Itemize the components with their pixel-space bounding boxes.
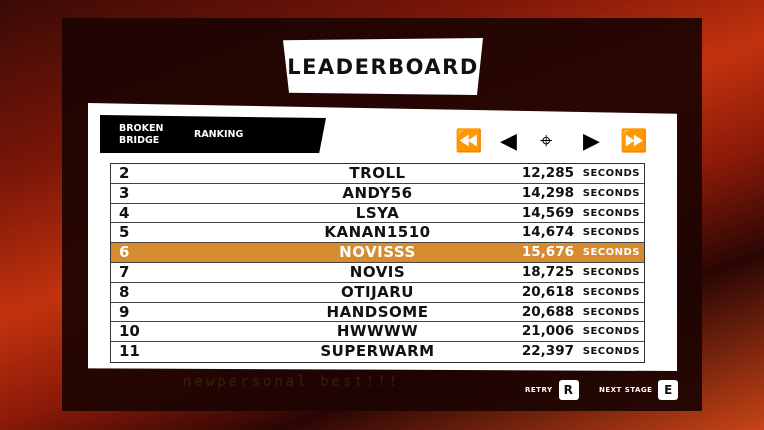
rank: 2: [119, 164, 130, 182]
time-unit: SECONDS: [582, 286, 640, 298]
time: 14,298: [521, 184, 574, 201]
table-row: HANDSOME 9 20,688 SECONDS: [111, 302, 644, 323]
player-name: NOVIS: [349, 262, 406, 281]
rank: 6: [119, 243, 130, 262]
player-name: HWWWW: [336, 322, 419, 341]
rank: 7: [119, 262, 130, 281]
time: 14,569: [521, 204, 574, 221]
time: 15,676: [521, 244, 574, 261]
next-stage-button[interactable]: NEXT STAGE E: [599, 380, 679, 400]
prev-page-icon[interactable]: ◀: [500, 129, 517, 154]
retry-key: R: [558, 380, 579, 400]
time: 21,006: [521, 323, 574, 340]
player-name: OTIJARU: [341, 282, 414, 301]
player-name: SUPERWARM: [320, 342, 435, 361]
rank: 3: [119, 183, 130, 202]
time: 12,285: [521, 165, 574, 181]
title-banner: LEADERBOARD: [283, 38, 483, 95]
table-row: HWWWW 10 21,006 SECONDS: [111, 322, 644, 343]
ranking-label: RANKING: [194, 129, 244, 140]
table-row: LSYA 4 14,569 SECONDS: [111, 203, 644, 224]
time-unit: SECONDS: [582, 346, 640, 358]
rank: 4: [119, 203, 130, 222]
time-unit: SECONDS: [582, 247, 640, 259]
table-row: NOVISSS 6 15,676 SECONDS: [111, 243, 644, 263]
time-unit: SECONDS: [582, 326, 640, 338]
rank: 9: [119, 302, 130, 321]
time-unit: SECONDS: [582, 227, 640, 239]
time: 20,688: [521, 303, 574, 320]
locate-me-icon[interactable]: ⌖: [540, 129, 553, 154]
personal-best-text: newpersonal best!!!: [183, 374, 401, 390]
time-unit: SECONDS: [582, 306, 640, 318]
player-name: KANAN1510: [324, 223, 431, 242]
player-name: TROLL: [349, 164, 406, 182]
player-name: HANDSOME: [326, 302, 429, 321]
player-name: LSYA: [355, 203, 400, 222]
time: 20,618: [521, 283, 574, 300]
rank: 8: [119, 282, 130, 301]
time: 18,725: [521, 263, 574, 280]
next-stage-key: E: [658, 380, 679, 400]
page-title: LEADERBOARD: [287, 54, 479, 79]
retry-label: RETRY: [525, 386, 553, 394]
player-name: NOVISSS: [339, 243, 416, 262]
table-row: NOVIS 7 18,725 SECONDS: [111, 262, 644, 283]
table-row: KANAN1510 5 14,674 SECONDS: [111, 223, 644, 244]
next-stage-label: NEXT STAGE: [599, 386, 653, 394]
time-unit: SECONDS: [582, 266, 640, 278]
next-page-icon[interactable]: ▶: [583, 129, 600, 154]
last-page-icon[interactable]: ⏩: [620, 129, 648, 154]
table-row: SUPERWARM 11 22,397 SECONDS: [111, 342, 644, 362]
ranking-table: TROLL 2 12,285 SECONDS ANDY56 3 14,298 SE…: [110, 163, 645, 363]
time: 22,397: [521, 343, 574, 360]
time-unit: SECONDS: [582, 168, 640, 179]
table-row: OTIJARU 8 20,618 SECONDS: [111, 282, 644, 303]
header-tab: [100, 115, 326, 153]
time-unit: SECONDS: [582, 187, 640, 199]
table-row: TROLL 2 12,285 SECONDS: [111, 164, 644, 184]
first-page-icon[interactable]: ⏪: [455, 129, 483, 154]
rank: 10: [119, 322, 140, 341]
table-row: ANDY56 3 14,298 SECONDS: [111, 183, 644, 204]
rank: 11: [119, 342, 140, 361]
stage-name: BROKEN BRIDGE: [119, 123, 164, 146]
player-name: ANDY56: [342, 183, 413, 202]
time-unit: SECONDS: [582, 207, 640, 219]
time: 14,674: [521, 224, 574, 241]
rank: 5: [119, 223, 130, 242]
retry-button[interactable]: RETRY R: [525, 380, 579, 400]
